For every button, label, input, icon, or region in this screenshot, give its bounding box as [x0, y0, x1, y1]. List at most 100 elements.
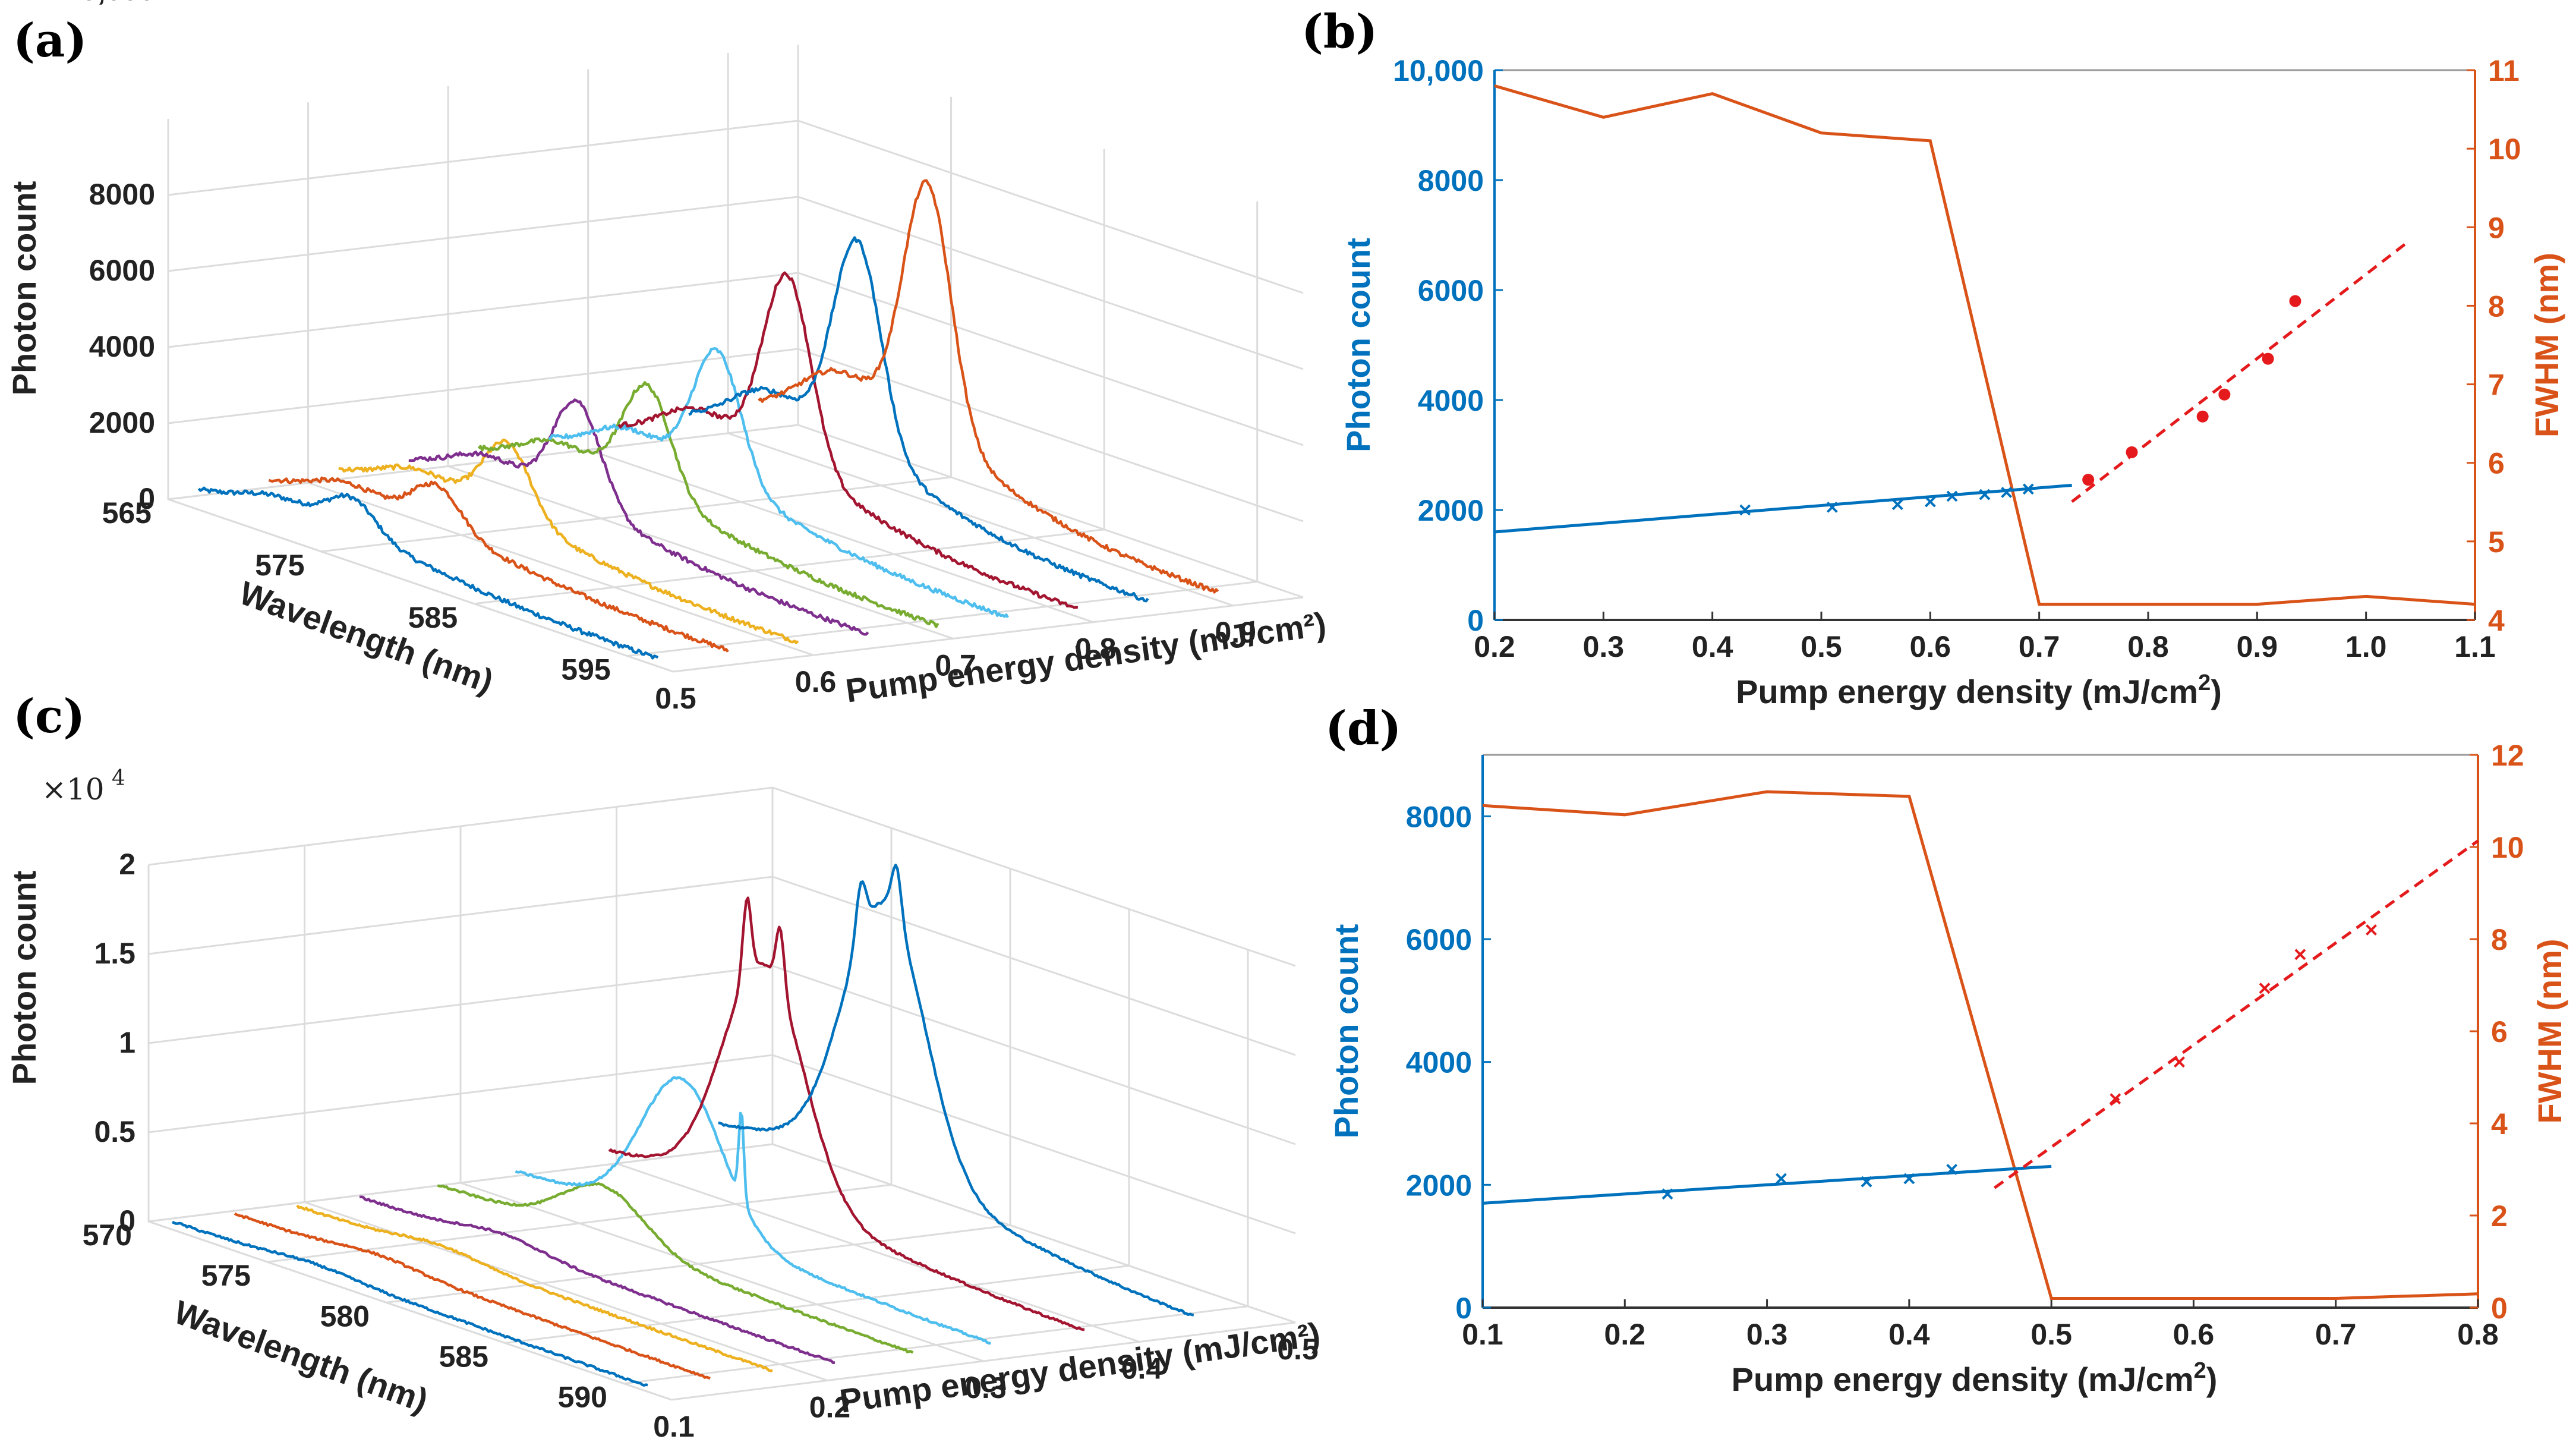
y-tick-label: 2000 [1406, 1169, 1472, 1202]
panel-label-b: (b) [1301, 5, 1377, 59]
x-axis-label-tail: ) [2211, 673, 2222, 710]
y2-tick-label: 7 [2488, 369, 2505, 402]
spectrum-line-0.65 [408, 398, 869, 636]
y-tick-label: 4000 [1406, 1046, 1472, 1079]
z-gridline [168, 272, 1304, 446]
x-tick-label: 0.3 [1746, 1318, 1788, 1351]
above-threshold-point [2218, 388, 2231, 401]
below-threshold-point [1924, 496, 1936, 508]
below-threshold-point [1661, 1188, 1673, 1200]
spectrum-line-0.8 [617, 271, 1079, 609]
panel-b-threshold-plot: 0.2 0.3 0.4 0.5 0.6 0.7 0.8 0.9 1.0 1.1 0 2000 4000 6… [1339, 54, 2565, 710]
y-axis-label: Pump energy density (mJ/cm²) [837, 1315, 1322, 1420]
above-threshold-fit-line [1993, 839, 2479, 1189]
y2-tick-label: 10 [2488, 133, 2521, 166]
y2-tick-label: 12 [2491, 739, 2524, 772]
y-tick-label: 6000 [1418, 274, 1484, 307]
above-threshold-fit-line [2071, 239, 2411, 503]
x-tick-label: 0.8 [2457, 1318, 2499, 1351]
x-gridline [168, 45, 799, 500]
above-threshold-point [2196, 410, 2209, 423]
y-axis-line [673, 596, 1304, 673]
x-axis-label: Pump energy density (mJ/cm2) [1732, 1358, 2218, 1398]
x-tick-label: 585 [439, 1340, 488, 1374]
z-tick-label: 2000 [89, 406, 155, 439]
x-tick-label: 0.7 [2315, 1318, 2357, 1351]
y-tick-label: 0.7 [935, 648, 976, 682]
y-tick-label: 0.5 [655, 682, 696, 715]
y-axis-line [671, 1321, 1296, 1401]
y-axis-label: Pump energy density (mJ/cm²) [843, 605, 1328, 710]
y-tick-label: 0.8 [1075, 632, 1117, 666]
y-tick-label: 0.1 [653, 1410, 695, 1439]
y2-tick-label: 5 [2488, 525, 2505, 559]
x-axis-label-superscript: 2 [2198, 670, 2211, 695]
panel-label-c: (c) [13, 689, 85, 744]
z-tick-label: 0.5 [94, 1115, 135, 1148]
x-tick-label: 0.7 [2019, 630, 2060, 663]
y2-tick-label: 8 [2491, 923, 2508, 956]
below-threshold-point [1946, 490, 1958, 502]
y-tick-label: 0.5 [1277, 1333, 1319, 1366]
z-tick-label: 8000 [89, 178, 155, 211]
z-gridline [168, 424, 1304, 599]
spectrum-line-0.18 [296, 1204, 773, 1372]
y2-tick-label: 2 [2491, 1199, 2508, 1233]
spectrum-line-0.1 [171, 1220, 648, 1387]
below-threshold-point [1861, 1176, 1872, 1188]
y-tick-label: 0.3 [965, 1371, 1007, 1405]
z-gridline [148, 876, 1296, 1056]
z-gridline [168, 196, 1304, 370]
x-gridline [386, 868, 1011, 1303]
spectrum-line-0.7 [477, 381, 939, 628]
below-threshold-point [1979, 489, 1991, 500]
x-tick-label: 0.4 [1888, 1318, 1930, 1351]
spectrum-line-0.75 [548, 347, 1009, 618]
x-tick-label: 1.0 [2345, 630, 2387, 663]
y-tick-label: 0.4 [1121, 1352, 1163, 1386]
y2-tick-label: 6 [2488, 447, 2505, 480]
panel-label-a: (a) [13, 14, 87, 68]
y-tick-label: 4000 [1418, 384, 1484, 417]
z-tick-label: 1 [119, 1026, 135, 1059]
x-axis-label: Wavelength (nm) [235, 574, 499, 700]
spectrum-line-0.5 [197, 486, 659, 660]
x-gridline [627, 201, 1259, 657]
y2-axis-label: FWHM (nm) [2531, 939, 2568, 1123]
x-tick-label: 1.1 [2454, 630, 2496, 663]
x-axis-line [168, 498, 674, 673]
x-tick-label: 570 [83, 1218, 132, 1252]
x-tick-label: 0.8 [2127, 630, 2169, 663]
y-tick-label: 0 [1467, 604, 1484, 637]
spectrum-line-0.85 [688, 236, 1149, 603]
fwhm-line [1482, 790, 2479, 1300]
y2-tick-label: 10 [2491, 831, 2524, 864]
z-gridline [148, 965, 1296, 1145]
z-tick-label: 1.5 [94, 937, 135, 970]
y2-tick-label: 6 [2491, 1015, 2508, 1048]
spectrum-line-0.9 [758, 179, 1219, 594]
y-tick-label: 10,000 [1393, 54, 1484, 87]
x-axis-label-tail: ) [2206, 1361, 2218, 1398]
x-tick-label: 0.5 [1801, 630, 1842, 663]
x-axis-label: Wavelength (nm) [169, 1293, 433, 1419]
y-axis-label: Photon count [1339, 238, 1377, 452]
y2-tick-label: 11 [2488, 54, 2520, 87]
y-tick-label: 2000 [1418, 494, 1484, 527]
spectrum-line-0.38 [608, 896, 1085, 1331]
spectrum-line-0.6 [338, 439, 799, 644]
x-tick-label: 0.2 [1604, 1318, 1646, 1351]
below-threshold-point [1891, 499, 1903, 511]
panel-label-d: (d) [1325, 701, 1401, 755]
above-threshold-point [2126, 446, 2138, 458]
x-tick-label: 585 [408, 601, 458, 634]
above-threshold-point [2294, 949, 2306, 961]
z-tick-label: 0 [138, 482, 155, 515]
y2-tick-label: 8 [2488, 289, 2505, 323]
x-tick-label: 0.9 [2237, 630, 2278, 663]
below-threshold-fit-line [1494, 483, 2072, 534]
y-axis-label: Photon count [1328, 924, 1365, 1139]
spectrum-line-0.14 [234, 1212, 711, 1380]
z-tick-label: 2 [119, 848, 135, 881]
